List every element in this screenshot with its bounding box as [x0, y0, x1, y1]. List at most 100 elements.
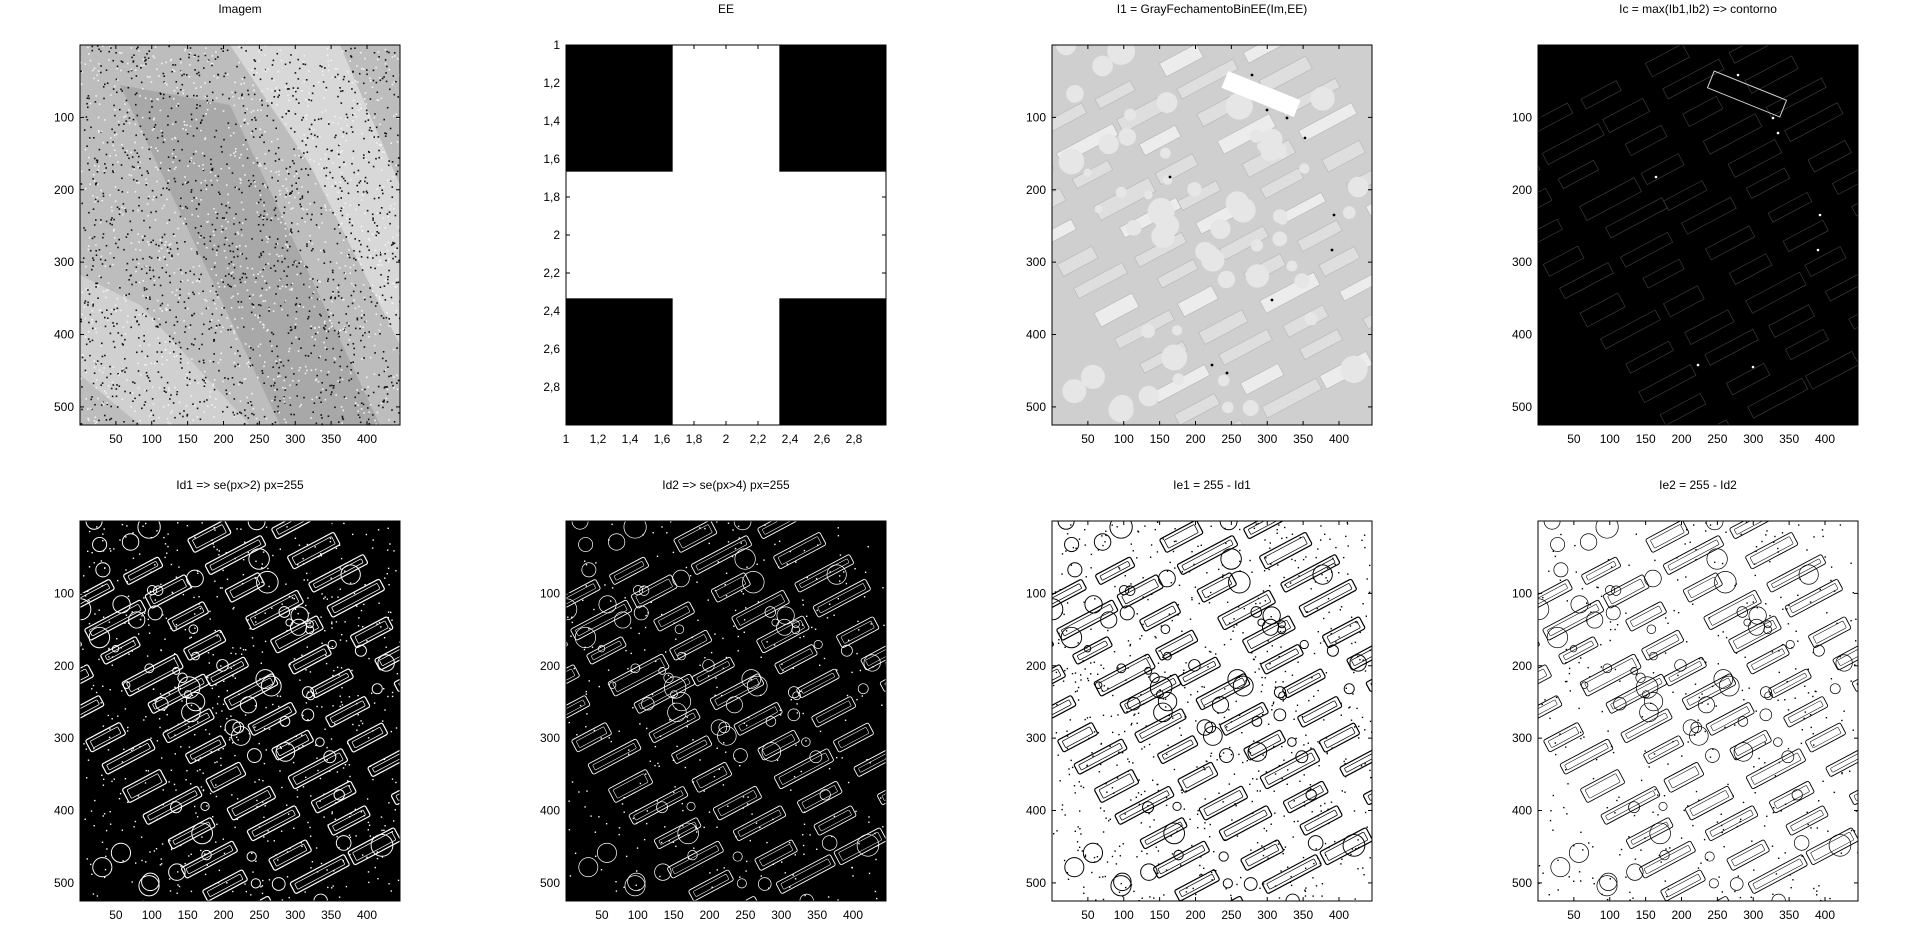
y-tick-label: 300 — [54, 731, 74, 745]
image-id1 — [80, 521, 400, 901]
y-tick-label: 1,6 — [543, 152, 560, 166]
panel-title: Id2 => se(px>4) px=255 — [566, 478, 886, 492]
image-ee — [566, 45, 886, 425]
y-tick-label: 500 — [54, 400, 74, 414]
x-tick-label: 100 — [1114, 432, 1134, 446]
y-tick-label: 100 — [1026, 110, 1046, 124]
x-tick-label: 2,8 — [846, 432, 863, 446]
x-tick-label: 2,4 — [782, 432, 799, 446]
y-tick-label: 300 — [540, 731, 560, 745]
y-tick-label: 200 — [54, 183, 74, 197]
y-tick-label: 300 — [1026, 731, 1046, 745]
x-tick-label: 200 — [1185, 908, 1205, 922]
y-tick-label: 1,2 — [543, 76, 560, 90]
y-tick-label: 400 — [1512, 328, 1532, 342]
x-tick-label: 400 — [1329, 432, 1349, 446]
cross-horizontal — [566, 172, 886, 299]
x-tick-label: 50 — [595, 908, 609, 922]
y-tick-label: 100 — [1512, 586, 1532, 600]
y-tick-label: 100 — [1512, 110, 1532, 124]
y-tick-label: 100 — [1026, 586, 1046, 600]
y-tick-label: 100 — [540, 586, 560, 600]
panel-title: Imagem — [80, 2, 400, 16]
x-tick-label: 400 — [843, 908, 863, 922]
y-tick-label: 200 — [1512, 659, 1532, 673]
image-id2 — [566, 521, 886, 901]
x-tick-label: 150 — [1636, 432, 1656, 446]
x-tick-label: 150 — [1150, 908, 1170, 922]
x-tick-label: 350 — [1779, 908, 1799, 922]
y-tick-label: 500 — [1026, 400, 1046, 414]
panel-id2: Id2 => se(px>4) px=255 100 200 300 400 500 50… — [486, 476, 946, 946]
x-tick-label: 250 — [1221, 432, 1241, 446]
x-tick-label: 1 — [563, 432, 570, 446]
panel-title: Id1 => se(px>2) px=255 — [80, 478, 400, 492]
x-tick-label: 2,2 — [750, 432, 767, 446]
x-tick-label: 350 — [1293, 908, 1313, 922]
image-i1 — [1052, 45, 1372, 425]
y-tick-label: 2,4 — [543, 304, 560, 318]
panel-title: Ie1 = 255 - Id1 — [1052, 478, 1372, 492]
y-tick-label: 1 — [553, 38, 560, 52]
x-tick-label: 300 — [1257, 432, 1277, 446]
y-tick-label: 500 — [1026, 876, 1046, 890]
x-tick-label: 250 — [249, 908, 269, 922]
image-background — [1052, 521, 1372, 901]
x-tick-label: 100 — [1114, 908, 1134, 922]
x-tick-label: 50 — [1081, 432, 1095, 446]
y-tick-label: 500 — [540, 876, 560, 890]
x-tick-label: 200 — [1671, 432, 1691, 446]
y-tick-label: 300 — [1512, 731, 1532, 745]
x-tick-label: 400 — [357, 908, 377, 922]
y-tick-label: 400 — [1512, 804, 1532, 818]
y-tick-label: 1,8 — [543, 190, 560, 204]
x-tick-label: 300 — [285, 908, 305, 922]
x-tick-label: 150 — [664, 908, 684, 922]
x-tick-label: 150 — [178, 908, 198, 922]
panel-title: Ic = max(Ib1,Ib2) => contorno — [1538, 2, 1858, 16]
x-tick-label: 250 — [1707, 908, 1727, 922]
x-tick-label: 300 — [1743, 432, 1763, 446]
x-tick-label: 100 — [628, 908, 648, 922]
image-background — [566, 521, 886, 901]
panel-title: EE — [566, 2, 886, 16]
x-tick-label: 1,4 — [622, 432, 639, 446]
y-tick-label: 400 — [1026, 804, 1046, 818]
x-tick-label: 250 — [249, 432, 269, 446]
x-tick-label: 300 — [1257, 908, 1277, 922]
y-tick-label: 500 — [1512, 876, 1532, 890]
y-tick-label: 2,6 — [543, 342, 560, 356]
x-tick-label: 200 — [1671, 908, 1691, 922]
image-ic — [1538, 45, 1858, 425]
y-tick-label: 300 — [54, 255, 74, 269]
y-tick-label: 400 — [540, 804, 560, 818]
panel-ic: Ic = max(Ib1,Ib2) => contorno 100 200 300 4… — [1458, 0, 1918, 470]
y-tick-label: 2 — [553, 228, 560, 242]
x-tick-label: 250 — [735, 908, 755, 922]
x-tick-label: 50 — [1567, 908, 1581, 922]
panel-title: Ie2 = 255 - Id2 — [1538, 478, 1858, 492]
y-tick-label: 400 — [54, 328, 74, 342]
x-tick-label: 200 — [213, 908, 233, 922]
x-tick-label: 2,6 — [814, 432, 831, 446]
x-tick-label: 150 — [178, 432, 198, 446]
x-tick-label: 250 — [1221, 908, 1241, 922]
x-tick-label: 1,8 — [686, 432, 703, 446]
x-tick-label: 350 — [321, 908, 341, 922]
y-tick-label: 200 — [1026, 183, 1046, 197]
x-tick-label: 100 — [1600, 432, 1620, 446]
x-tick-label: 350 — [1779, 432, 1799, 446]
panel-title: I1 = GrayFechamentoBinEE(Im,EE) — [1052, 2, 1372, 16]
x-tick-label: 400 — [1815, 908, 1835, 922]
x-tick-label: 200 — [213, 432, 233, 446]
image-ie2 — [1538, 521, 1858, 901]
x-tick-label: 350 — [321, 432, 341, 446]
image-background — [1538, 45, 1858, 425]
image-background — [1538, 521, 1858, 901]
x-tick-label: 200 — [699, 908, 719, 922]
y-tick-label: 2,2 — [543, 266, 560, 280]
